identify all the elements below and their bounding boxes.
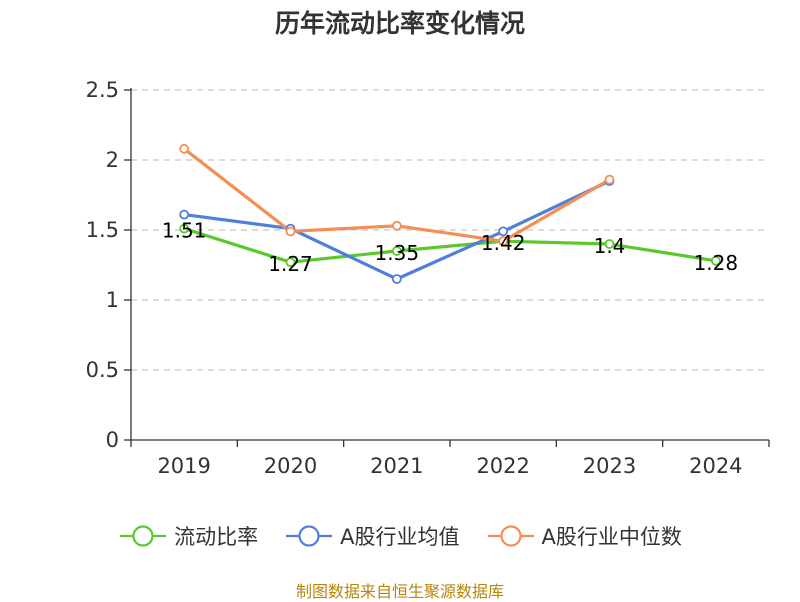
x-tick-label: 2023 [583, 454, 636, 478]
x-tick-label: 2019 [157, 454, 210, 478]
axes: 0 0.5 1 1.5 2 2.5 2019 2020 2021 2022 2023 2024 [86, 78, 770, 478]
series-0-point [604, 239, 615, 249]
series-2-point [604, 174, 615, 185]
series-0-point [285, 257, 296, 268]
grid-lines [131, 89, 769, 371]
x-tick-label: 2024 [689, 454, 742, 478]
series-2-point [498, 236, 509, 247]
legend-item-0[interactable]: 流动比率 [118, 521, 258, 551]
data-label: 1.42 [481, 231, 526, 255]
y-tick-label: 2 [106, 148, 119, 172]
legend-label: A股行业中位数 [541, 525, 682, 549]
data-label: 1.4 [594, 234, 626, 258]
legend-label: 流动比率 [174, 525, 259, 549]
series-0-point [710, 255, 721, 266]
legend-line-circle-icon [120, 525, 167, 547]
series-2-point [285, 226, 296, 237]
data-label: 1.27 [268, 252, 313, 276]
legend-item-2[interactable]: A股行业中位数 [486, 521, 682, 551]
x-tick-label: 2022 [476, 454, 529, 478]
series-line-0 [182, 227, 718, 264]
legend-line-circle-icon [487, 525, 534, 547]
legend: 流动比率 A股行业均值 A股行业中位数 [0, 518, 800, 554]
data-labels: 1.51 1.27 1.35 1.42 1.4 1.28 [162, 219, 738, 277]
legend-line-circle-icon [286, 525, 333, 547]
series-1-point [391, 274, 402, 284]
x-tick-label: 2020 [264, 454, 317, 478]
chart-title: 历年流动比率变化情况 [274, 9, 525, 38]
series-2-point [391, 220, 402, 231]
series-lines [179, 143, 721, 284]
y-tick-label: 1.5 [86, 218, 119, 242]
y-tick-label: 0 [106, 428, 119, 452]
series-2-point [179, 143, 190, 154]
data-label: 1.35 [375, 241, 420, 265]
series-0-point [179, 223, 190, 234]
series-0-point [391, 246, 402, 256]
source-note: 制图数据来自恒生聚源数据库 [295, 582, 504, 601]
y-tick-label: 0.5 [86, 358, 119, 382]
data-label: 1.28 [694, 251, 739, 275]
legend-label: A股行业均值 [340, 525, 460, 549]
y-tick-label: 2.5 [86, 78, 119, 102]
data-label: 1.51 [162, 219, 207, 243]
x-tick-label: 2021 [370, 454, 423, 478]
series-1-point [179, 209, 190, 220]
legend-item-1[interactable]: A股行业均值 [284, 521, 460, 551]
y-tick-label: 1 [106, 288, 119, 312]
series-1-point [498, 226, 509, 237]
